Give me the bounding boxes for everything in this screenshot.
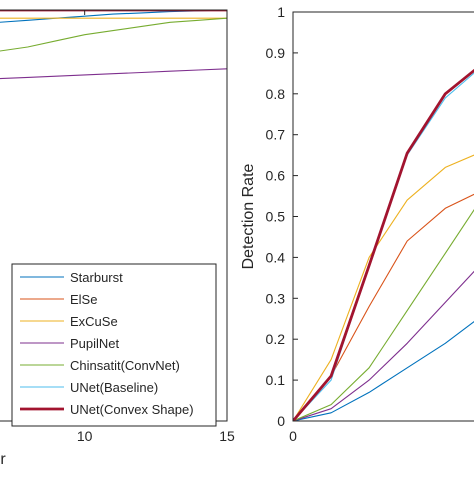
y-tick-label: 0.1 [266,372,286,388]
y-tick-label: 0.6 [266,168,286,184]
legend-label-unet-baseline: UNet(Baseline) [70,380,158,395]
series-line-pupilnet [293,237,474,421]
legend-label-excuse: ExCuSe [70,314,118,329]
y-tick-label: 0.8 [266,86,286,102]
series-lines [0,10,227,92]
y-tick-label: 0.9 [266,45,286,61]
x-tick-label: 0 [289,428,297,444]
legend-label-chinsatit-convnet: Chinsatit(ConvNet) [70,358,180,373]
x-tick-label: 10 [77,428,93,444]
legend-label-pupilnet: PupilNet [70,336,120,351]
right-chart-panel: 0500.10.20.30.40.50.60.70.80.91Detection… [240,4,474,444]
series-lines [293,55,474,421]
y-tick-label: 0.7 [266,127,286,143]
legend-label-unet-convex-shape: UNet(Convex Shape) [70,402,194,417]
x-tick-label: 15 [219,428,235,444]
y-tick-label: 0 [277,413,285,429]
axes-box [293,12,474,421]
y-tick-label: 0.4 [266,249,286,265]
series-line-excuse [293,139,474,421]
y-tick-label: 0.3 [266,290,286,306]
axes: 0500.10.20.30.40.50.60.70.80.91Detection… [240,4,474,444]
y-tick-label: 0.2 [266,331,286,347]
series-line-pupilnet [0,69,227,92]
series-line-chinsatit-convnet [293,176,474,421]
legend-label-else: ElSe [70,292,97,307]
y-tick-label: 0.5 [266,209,286,225]
x-axis-label: r [0,451,6,468]
y-tick-label: 1 [277,4,285,20]
legend: Starburst ElSe ExCuSe PupilNet Chinsatit(Con… [12,264,216,426]
series-line-starburst [293,294,474,421]
y-axis-label: Detection Rate [240,163,257,269]
legend-label-starburst: Starburst [70,270,123,285]
